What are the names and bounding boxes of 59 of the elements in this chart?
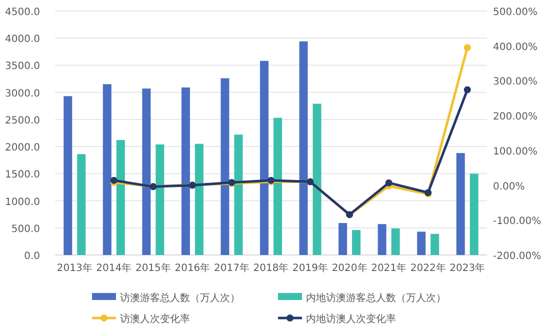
bar	[156, 144, 164, 255]
x-tick-label: 2019年	[292, 262, 328, 274]
x-tick-label: 2017年	[214, 262, 250, 274]
bar	[338, 223, 348, 255]
y-tick-label: 1500.0	[5, 170, 40, 181]
bar	[430, 234, 440, 255]
y2-tick-label: 500.00%	[493, 7, 538, 18]
bar	[456, 153, 465, 255]
bar	[194, 144, 204, 255]
bar	[64, 96, 72, 255]
legend-label: 访澳人次变化率	[120, 313, 190, 325]
point	[464, 44, 471, 52]
bar	[352, 230, 361, 255]
y-tick-label: 3000.0	[5, 88, 40, 100]
point	[385, 179, 392, 186]
bar	[181, 87, 190, 255]
bar	[274, 118, 282, 255]
bar	[299, 41, 308, 255]
bar	[417, 232, 426, 255]
y2-tick-label: 200.00%	[493, 112, 538, 123]
y-tick-label: 3500.0	[5, 61, 40, 72]
y-tick-label: 1000.0	[5, 196, 40, 208]
y-tick-label: 2500.0	[5, 115, 40, 126]
y2-tick-label: 0.00%	[493, 181, 525, 192]
y-tick-label: 500.0	[11, 224, 40, 235]
bar	[391, 228, 400, 255]
x-tick-label: 2016年	[174, 262, 210, 274]
x-tick-label: 2023年	[450, 262, 486, 274]
bar	[116, 140, 125, 255]
x-tick-label: 2014年	[96, 262, 132, 274]
point	[110, 176, 118, 184]
y2-tick-label: 400.00%	[493, 42, 538, 53]
x-tick-label: 2015年	[135, 262, 171, 274]
legend-label: 内地访澳人次变化率	[306, 313, 396, 325]
bar	[220, 78, 230, 255]
point	[464, 86, 471, 94]
y2-tick-label: 100.00%	[493, 146, 538, 158]
legend-label: 内地访澳游客总人数（万人次）	[306, 292, 446, 304]
x-tick-label: 2013年	[56, 262, 92, 274]
x-tick-label: 2021年	[371, 262, 407, 274]
y-tick-label: 4500.0	[5, 7, 40, 18]
bar	[470, 174, 478, 255]
legend-label: 访澳游客总人数（万人次）	[120, 292, 240, 304]
bar	[102, 84, 112, 255]
bar	[312, 104, 322, 255]
y-tick-label: 2000.0	[5, 142, 40, 154]
x-tick-label: 2020年	[332, 262, 368, 274]
bar	[260, 60, 268, 255]
y-tick-label: 0.0	[24, 251, 40, 262]
bar	[142, 88, 151, 255]
bar	[378, 224, 386, 255]
bar	[77, 154, 86, 255]
bar	[234, 134, 243, 255]
y2-tick-label: -200.00%	[493, 251, 542, 262]
y2-tick-label: -100.00%	[493, 216, 542, 228]
x-tick-label: 2018年	[253, 262, 289, 274]
y-tick-label: 4000.0	[5, 34, 40, 46]
x-tick-label: 2022年	[410, 262, 446, 274]
y2-tick-label: 300.00%	[493, 76, 538, 88]
